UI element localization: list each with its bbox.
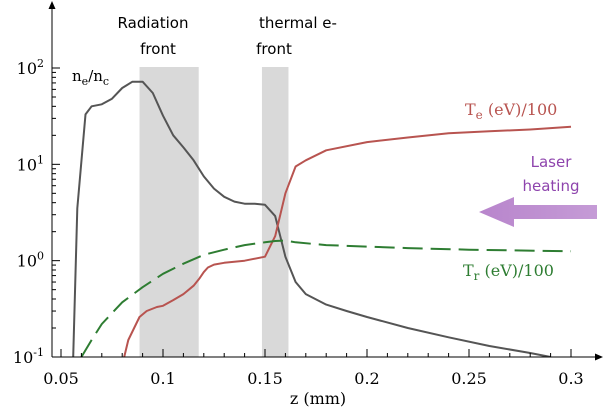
y-tick-label: 10-1: [13, 346, 44, 367]
x-axis-label: z (mm): [290, 389, 346, 408]
laser-heating-annotation: Laser heating: [479, 153, 597, 227]
y-tick-label: 100: [17, 250, 44, 271]
shaded-region-0: [139, 67, 199, 357]
laser-heating-line1: Laser: [531, 153, 573, 171]
x-tick-label: 0.1: [150, 369, 175, 388]
x-tick-label: 0.05: [43, 369, 79, 388]
series-label-tr: Tr (eV)/100: [463, 261, 554, 283]
laser-arrow-icon: [479, 197, 597, 227]
region-label-radiation-line1: Radiation: [118, 14, 189, 32]
x-axis-arrow: [595, 353, 603, 361]
y-tick-label: 101: [17, 153, 44, 174]
series-label-ne-nc: ne/nc: [72, 67, 109, 88]
series-tr: [80, 239, 572, 357]
x-tick-label: 0.3: [558, 369, 583, 388]
y-tick-label: 102: [17, 57, 44, 78]
laser-heating-line2: heating: [522, 177, 579, 195]
x-tick-label: 0.15: [247, 369, 283, 388]
region-label-thermal-line2: front: [256, 40, 292, 58]
region-label-thermal-line1: thermal e-: [259, 14, 337, 32]
series-group: [72, 80, 572, 357]
x-ticks: 0.05 0.1 0.15 0.2 0.25 0.3: [43, 349, 584, 388]
y-axis-arrow: [48, 1, 56, 9]
x-tick-label: 0.2: [354, 369, 379, 388]
region-label-radiation: Radiation front: [118, 14, 189, 58]
series-ne-nc: [72, 80, 551, 357]
region-label-radiation-line2: front: [140, 40, 176, 58]
region-label-thermal: thermal e- front: [256, 14, 337, 58]
series-te: [123, 125, 572, 357]
shaded-region-1: [261, 67, 289, 357]
shaded-regions: [139, 67, 289, 357]
series-label-te: Te (eV)/100: [465, 100, 557, 122]
y-ticks: 10-1 100 101 102: [13, 57, 60, 367]
x-tick-label: 0.25: [451, 369, 487, 388]
